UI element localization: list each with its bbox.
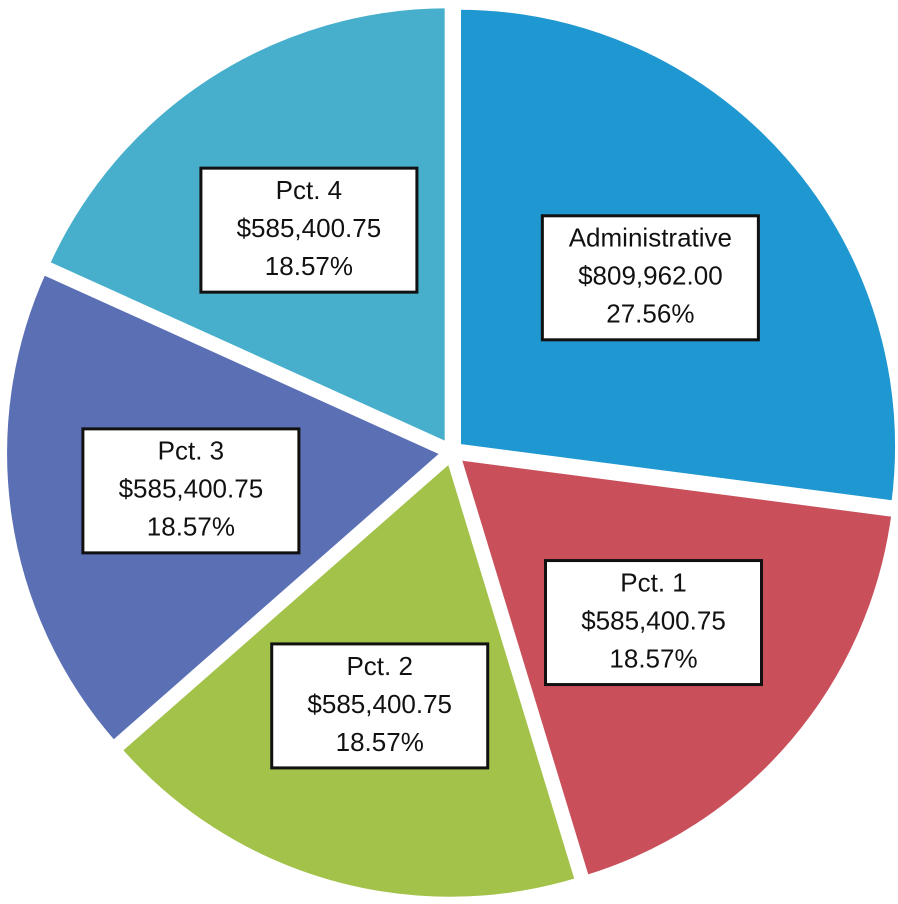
slice-name: Administrative: [569, 223, 732, 253]
slice-percent: 18.57%: [609, 643, 697, 673]
label-box: [199, 166, 419, 294]
slice-amount: $585,400.75: [119, 474, 264, 504]
label-box: [540, 214, 760, 342]
label-box: [270, 642, 490, 770]
slice-percent: 18.57%: [336, 727, 424, 757]
slice-amount: $585,400.75: [581, 605, 726, 635]
slice-amount: $809,962.00: [578, 261, 723, 291]
slice-percent: 27.56%: [606, 299, 694, 329]
slice-percent: 18.57%: [147, 512, 235, 542]
slice-name: Pct. 3: [158, 436, 224, 466]
label-box: [544, 559, 764, 687]
slice-name: Pct. 2: [346, 651, 412, 681]
slice-percent: 18.57%: [265, 251, 353, 281]
slice-amount: $585,400.75: [307, 689, 452, 719]
slice-name: Pct. 1: [620, 567, 686, 597]
slice-amount: $585,400.75: [237, 213, 382, 243]
label-box: [81, 427, 301, 555]
slice-name: Pct. 4: [276, 175, 342, 205]
